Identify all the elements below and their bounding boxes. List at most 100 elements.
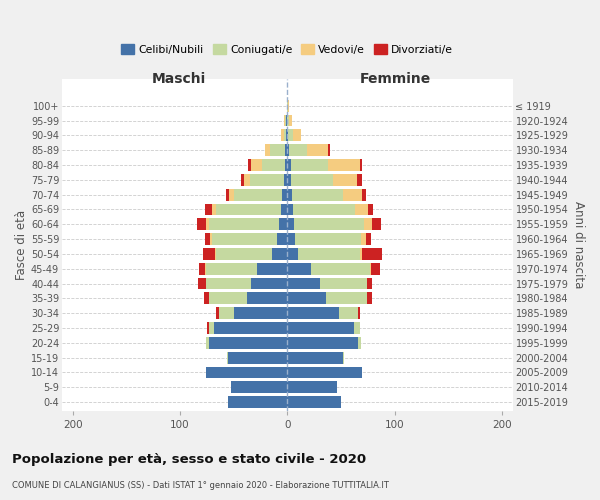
Bar [206,366,287,378]
Bar [287,144,289,156]
Legend: Celibi/Nubili, Coniugati/e, Vedovi/e, Divorziati/e: Celibi/Nubili, Coniugati/e, Vedovi/e, Di… [117,40,457,59]
Text: Maschi: Maschi [152,72,206,86]
Bar [287,114,289,126]
Bar [287,278,320,289]
Bar [289,130,293,141]
Bar [362,188,365,200]
Bar [228,396,287,408]
Text: Femmine: Femmine [360,72,431,86]
Y-axis label: Anni di nascita: Anni di nascita [572,202,585,288]
Bar [206,337,209,348]
Bar [294,218,364,230]
Bar [233,188,282,200]
Bar [281,204,287,216]
Bar [206,263,257,274]
Bar [206,278,251,289]
Bar [251,159,262,171]
Bar [285,114,286,126]
Bar [328,159,360,171]
Bar [360,248,362,260]
Bar [265,144,270,156]
Bar [298,248,360,260]
Bar [205,263,206,274]
Bar [343,352,344,364]
Bar [358,307,360,319]
Bar [326,292,367,304]
Bar [212,204,217,216]
Text: COMUNE DI CALANGIANUS (SS) - Dati ISTAT 1° gennaio 2020 - Elaborazione TUTTITALI: COMUNE DI CALANGIANUS (SS) - Dati ISTAT … [12,481,389,490]
Bar [217,307,218,319]
Bar [287,233,295,245]
Bar [293,130,301,141]
Bar [311,263,370,274]
Bar [287,322,354,334]
Bar [287,263,311,274]
Bar [286,130,287,141]
Bar [229,188,233,200]
Bar [232,382,287,393]
Bar [307,144,328,156]
Bar [343,188,362,200]
Bar [287,292,326,304]
Bar [367,278,372,289]
Bar [354,322,360,334]
Y-axis label: Fasce di età: Fasce di età [15,210,28,280]
Bar [198,278,206,289]
Bar [372,218,380,230]
Bar [212,233,277,245]
Bar [287,204,293,216]
Bar [233,307,287,319]
Bar [339,307,358,319]
Bar [289,144,307,156]
Bar [364,218,372,230]
Bar [241,174,244,186]
Bar [203,248,215,260]
Bar [282,188,287,200]
Bar [295,233,361,245]
Bar [287,218,294,230]
Bar [287,337,358,348]
Bar [210,233,212,245]
Bar [287,248,298,260]
Bar [371,263,380,274]
Bar [355,204,368,216]
Bar [203,292,209,304]
Bar [209,322,214,334]
Bar [226,188,229,200]
Bar [244,174,250,186]
Bar [205,233,210,245]
Bar [289,114,292,126]
Bar [290,174,334,186]
Bar [199,263,205,274]
Bar [281,130,284,141]
Bar [285,144,287,156]
Bar [287,188,292,200]
Bar [328,144,330,156]
Bar [357,174,362,186]
Bar [209,218,279,230]
Bar [287,159,290,171]
Bar [287,396,341,408]
Bar [209,337,287,348]
Bar [217,248,272,260]
Bar [287,130,289,141]
Bar [218,307,233,319]
Bar [365,233,371,245]
Bar [286,114,287,126]
Bar [362,248,382,260]
Bar [361,233,365,245]
Bar [250,174,284,186]
Bar [287,307,339,319]
Bar [270,144,285,156]
Bar [262,159,285,171]
Bar [368,204,373,216]
Bar [251,278,287,289]
Bar [206,218,209,230]
Bar [334,174,357,186]
Bar [360,159,362,171]
Bar [290,159,328,171]
Bar [287,366,362,378]
Bar [367,292,372,304]
Bar [248,159,251,171]
Bar [247,292,287,304]
